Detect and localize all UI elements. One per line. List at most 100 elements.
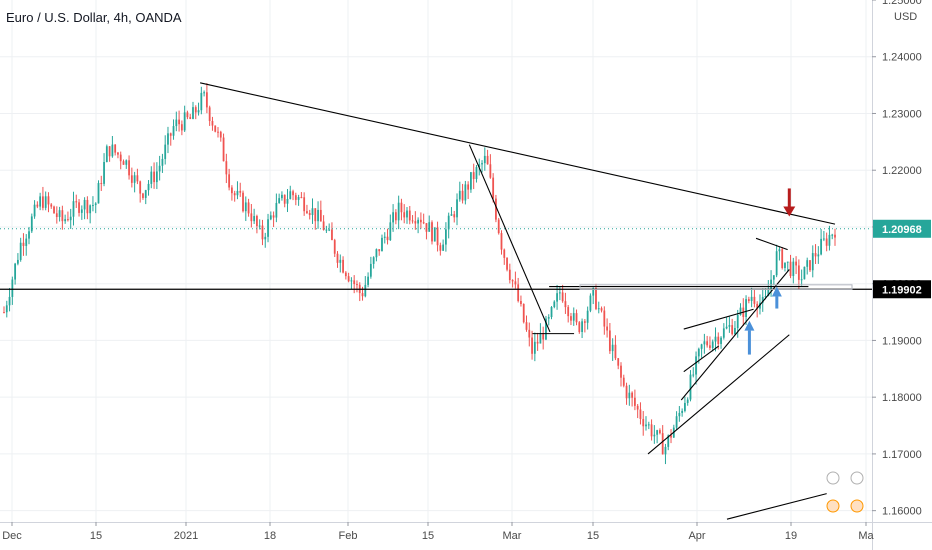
candle-up (158, 165, 161, 172)
candle-up (44, 196, 47, 208)
candle-down (153, 171, 155, 183)
candle-down (356, 284, 358, 286)
support-price-tag-text: 1.19902 (882, 284, 922, 296)
candle-down (214, 125, 217, 132)
candle-down (208, 107, 211, 121)
up-arrow-icon[interactable] (771, 286, 782, 309)
trendline-apr-channel-upper[interactable] (683, 308, 754, 330)
trendline-long-term-resistance[interactable] (199, 82, 836, 225)
trendline-apr-lower-support[interactable] (647, 334, 790, 455)
candle-up (25, 238, 28, 246)
candle-up (19, 242, 22, 260)
resistance-zone-box[interactable] (579, 284, 853, 290)
trendline-lower-right-trend[interactable] (726, 493, 827, 520)
candle-down (386, 236, 389, 241)
time-axis[interactable]: Dec 15 2021 18 Feb 15 Mar 15 Apr 19 Ma (0, 522, 932, 542)
y-tick-label: 1.19000 (882, 335, 922, 347)
candle-down (753, 296, 756, 304)
candle-up (656, 430, 659, 435)
candle-down (333, 240, 336, 254)
x-tick-label: 15 (90, 530, 102, 542)
candle-down (306, 211, 308, 214)
event-markers[interactable] (826, 471, 864, 513)
candle-up (811, 253, 814, 271)
candle-up (33, 204, 36, 217)
candle-down (283, 194, 286, 204)
event-marker-icon[interactable] (826, 499, 840, 513)
event-marker-icon[interactable] (850, 499, 864, 513)
candle-down (567, 307, 570, 317)
candle-up (192, 107, 194, 119)
candle-up (11, 279, 14, 297)
currency-label: USD (894, 11, 917, 23)
candle-down (408, 210, 411, 221)
candle-up (367, 276, 369, 285)
current-price-tag[interactable]: 1.20968 (873, 219, 931, 238)
candle-down (239, 190, 242, 193)
candle-down (142, 193, 144, 198)
candle-up (745, 299, 747, 317)
y-tick-label: 1.25000 (882, 0, 922, 7)
candle-down (36, 204, 39, 207)
candle-down (542, 333, 545, 340)
candle-up (792, 261, 795, 277)
candle-down (650, 424, 653, 437)
candle-up (197, 110, 200, 113)
candle-up (720, 337, 722, 344)
candle-down (561, 292, 564, 302)
up-arrow-icon[interactable] (744, 320, 755, 355)
candle-down (292, 191, 294, 196)
candle-up (675, 416, 678, 428)
event-marker-icon[interactable] (826, 471, 840, 485)
candle-down (122, 161, 125, 165)
candle-up (389, 222, 392, 241)
candle-up (550, 307, 553, 318)
candle-up (714, 336, 717, 342)
candle-up (325, 229, 328, 231)
event-marker-icon[interactable] (850, 471, 864, 485)
candle-down (814, 253, 817, 257)
candle-down (119, 154, 122, 162)
candle-up (72, 201, 75, 217)
trendline-apr-channel-lower[interactable] (680, 269, 790, 401)
candle-up (8, 296, 11, 306)
trendline-feb-drop-line[interactable] (468, 144, 551, 333)
candle-down (217, 131, 219, 133)
candle-up (450, 214, 453, 216)
candle-down (322, 221, 325, 230)
candle-up (700, 344, 703, 349)
candle-up (69, 216, 72, 221)
candle-up (664, 446, 667, 455)
x-tick-label: 15 (587, 530, 599, 542)
candle-up (695, 356, 697, 375)
candle-up (667, 435, 670, 447)
down-arrow-icon[interactable] (783, 188, 796, 217)
candle-down (453, 214, 456, 218)
candle-up (803, 266, 806, 280)
candle-down (294, 195, 297, 200)
candle-down (633, 397, 636, 406)
candle-up (775, 251, 778, 276)
price-axis-bg[interactable] (872, 0, 932, 550)
trendline-apr-wedge-lower[interactable] (683, 345, 719, 373)
candle-down (614, 344, 617, 359)
candle-up (697, 348, 700, 357)
support-price-tag[interactable]: 1.19902 (873, 280, 931, 299)
candle-up (150, 171, 153, 184)
candle-up (736, 314, 739, 329)
candle-down (636, 405, 639, 410)
candle-down (495, 198, 497, 220)
candle-up (681, 410, 684, 413)
candle-down (508, 269, 511, 281)
grid (0, 0, 872, 522)
candle-up (372, 257, 375, 264)
candle-up (692, 374, 695, 376)
candle-up (97, 183, 100, 204)
candle-down (75, 201, 78, 203)
y-tick-label: 1.17000 (882, 449, 922, 461)
trendline-wedge-top[interactable] (755, 237, 788, 251)
candle-down (211, 120, 214, 126)
price-axis[interactable]: 1.250001.240001.230001.220001.210001.200… (872, 0, 932, 550)
